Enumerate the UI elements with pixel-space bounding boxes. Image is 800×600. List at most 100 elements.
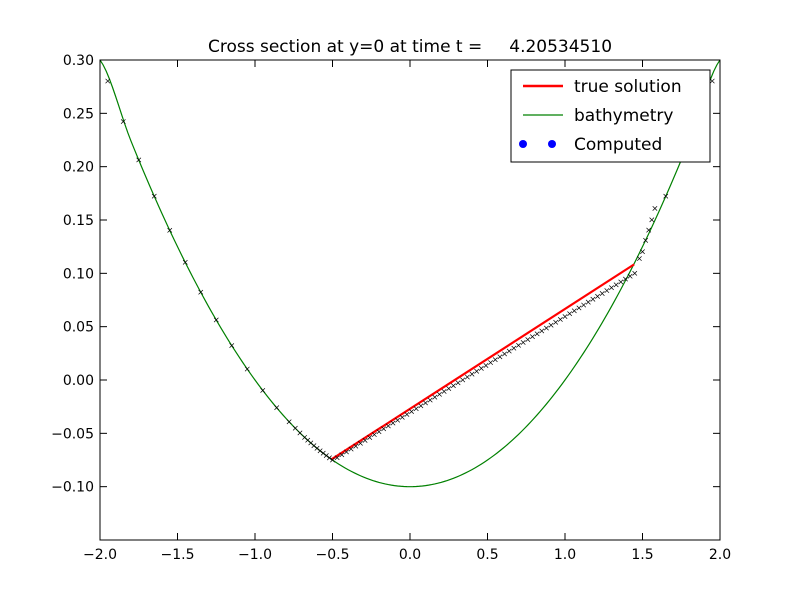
x-tick-label: −2.0 — [83, 547, 117, 563]
computed-point — [274, 405, 280, 411]
x-tick-label: −0.5 — [316, 547, 350, 563]
computed-point — [543, 325, 549, 331]
computed-point — [604, 288, 610, 294]
axis-ticks: −2.0 −1.5 −1.0 −0.5 0.0 0.5 1.0 1.5 2.0 −0.10 −0.0… — [51, 53, 731, 563]
y-tick-label: 0.00 — [63, 373, 94, 389]
computed-point — [376, 429, 382, 435]
computed-point — [643, 237, 649, 243]
computed-point — [576, 305, 582, 311]
y-tick-label: 0.15 — [63, 213, 94, 229]
computed-point — [646, 227, 652, 233]
legend-label: Computed — [574, 135, 662, 155]
computed-point — [317, 448, 323, 454]
computed-point — [367, 435, 373, 440]
computed-point — [441, 388, 447, 394]
computed-point — [474, 368, 480, 374]
computed-point — [460, 377, 466, 383]
y-tick-label: −0.10 — [51, 480, 94, 496]
computed-point — [311, 443, 317, 449]
computed-point — [330, 457, 335, 463]
legend-label: true solution — [574, 77, 682, 97]
computed-point — [640, 249, 645, 255]
computed-point — [483, 363, 489, 368]
computed-point — [339, 452, 345, 458]
computed-point — [297, 430, 303, 436]
y-tick-label: 0.10 — [63, 266, 94, 282]
computed-point — [413, 406, 419, 412]
series-bathymetry-line — [100, 60, 720, 488]
computed-point — [244, 366, 250, 372]
legend: true solution bathymetry Computed — [510, 69, 711, 163]
computed-point — [464, 374, 470, 380]
computed-point — [557, 316, 563, 322]
computed-point — [627, 273, 633, 279]
computed-point — [636, 256, 642, 262]
computed-point — [357, 440, 363, 446]
computed-point — [260, 388, 266, 393]
computed-point — [167, 227, 173, 233]
computed-point — [334, 455, 340, 461]
computed-point — [567, 311, 573, 317]
computed-point — [348, 446, 354, 452]
computed-point — [432, 394, 438, 400]
computed-point — [506, 348, 512, 354]
computed-point — [213, 317, 219, 323]
computed-point — [530, 334, 535, 340]
legend-marker — [519, 140, 527, 148]
computed-point — [478, 365, 484, 371]
computed-point — [404, 412, 410, 417]
computed-point — [353, 443, 359, 449]
y-tick-label: 0.25 — [63, 106, 94, 122]
computed-point — [229, 343, 235, 348]
legend-entry-true-solution: true solution — [523, 77, 682, 97]
computed-point — [286, 419, 292, 425]
computed-point — [534, 331, 540, 337]
computed-point — [409, 409, 414, 415]
x-tick-label: −1.0 — [238, 547, 272, 563]
computed-point — [105, 78, 111, 84]
computed-point — [182, 259, 188, 265]
computed-point — [320, 450, 326, 456]
computed-point — [623, 276, 628, 282]
computed-point — [590, 296, 596, 302]
computed-point — [562, 314, 568, 319]
computed-point — [599, 291, 605, 296]
x-tick-label: 2.0 — [709, 547, 731, 563]
legend-entry-bathymetry: bathymetry — [523, 106, 673, 126]
chart-title: Cross section at y=0 at time t = 4.20534… — [208, 37, 612, 57]
computed-point — [618, 279, 624, 285]
computed-point — [525, 337, 531, 343]
computed-point — [326, 455, 332, 461]
computed-point — [450, 383, 456, 389]
computed-point — [446, 386, 452, 391]
y-tick-label: 0.30 — [63, 53, 94, 69]
computed-point — [151, 193, 157, 199]
computed-point — [649, 217, 655, 223]
computed-point — [314, 445, 320, 451]
computed-point — [385, 423, 391, 429]
computed-point — [571, 308, 577, 314]
computed-point — [581, 302, 587, 308]
computed-point — [381, 426, 387, 432]
legend-marker — [548, 140, 556, 148]
computed-point — [198, 289, 204, 295]
computed-point — [344, 449, 349, 455]
computed-point — [492, 357, 498, 363]
computed-point — [609, 285, 614, 291]
computed-point — [455, 380, 461, 386]
legend-entry-computed: Computed — [519, 135, 662, 155]
y-tick-label: −0.05 — [51, 426, 94, 442]
computed-point — [595, 293, 600, 299]
computed-point — [418, 403, 424, 409]
computed-point — [511, 345, 517, 351]
computed-point — [539, 328, 545, 334]
computed-point — [292, 425, 298, 431]
computed-point — [516, 342, 521, 348]
x-tick-label: 1.5 — [631, 547, 653, 563]
legend-label: bathymetry — [574, 106, 673, 126]
computed-point — [427, 397, 433, 403]
computed-point — [488, 360, 494, 366]
computed-point — [399, 414, 405, 420]
computed-point — [652, 206, 658, 211]
